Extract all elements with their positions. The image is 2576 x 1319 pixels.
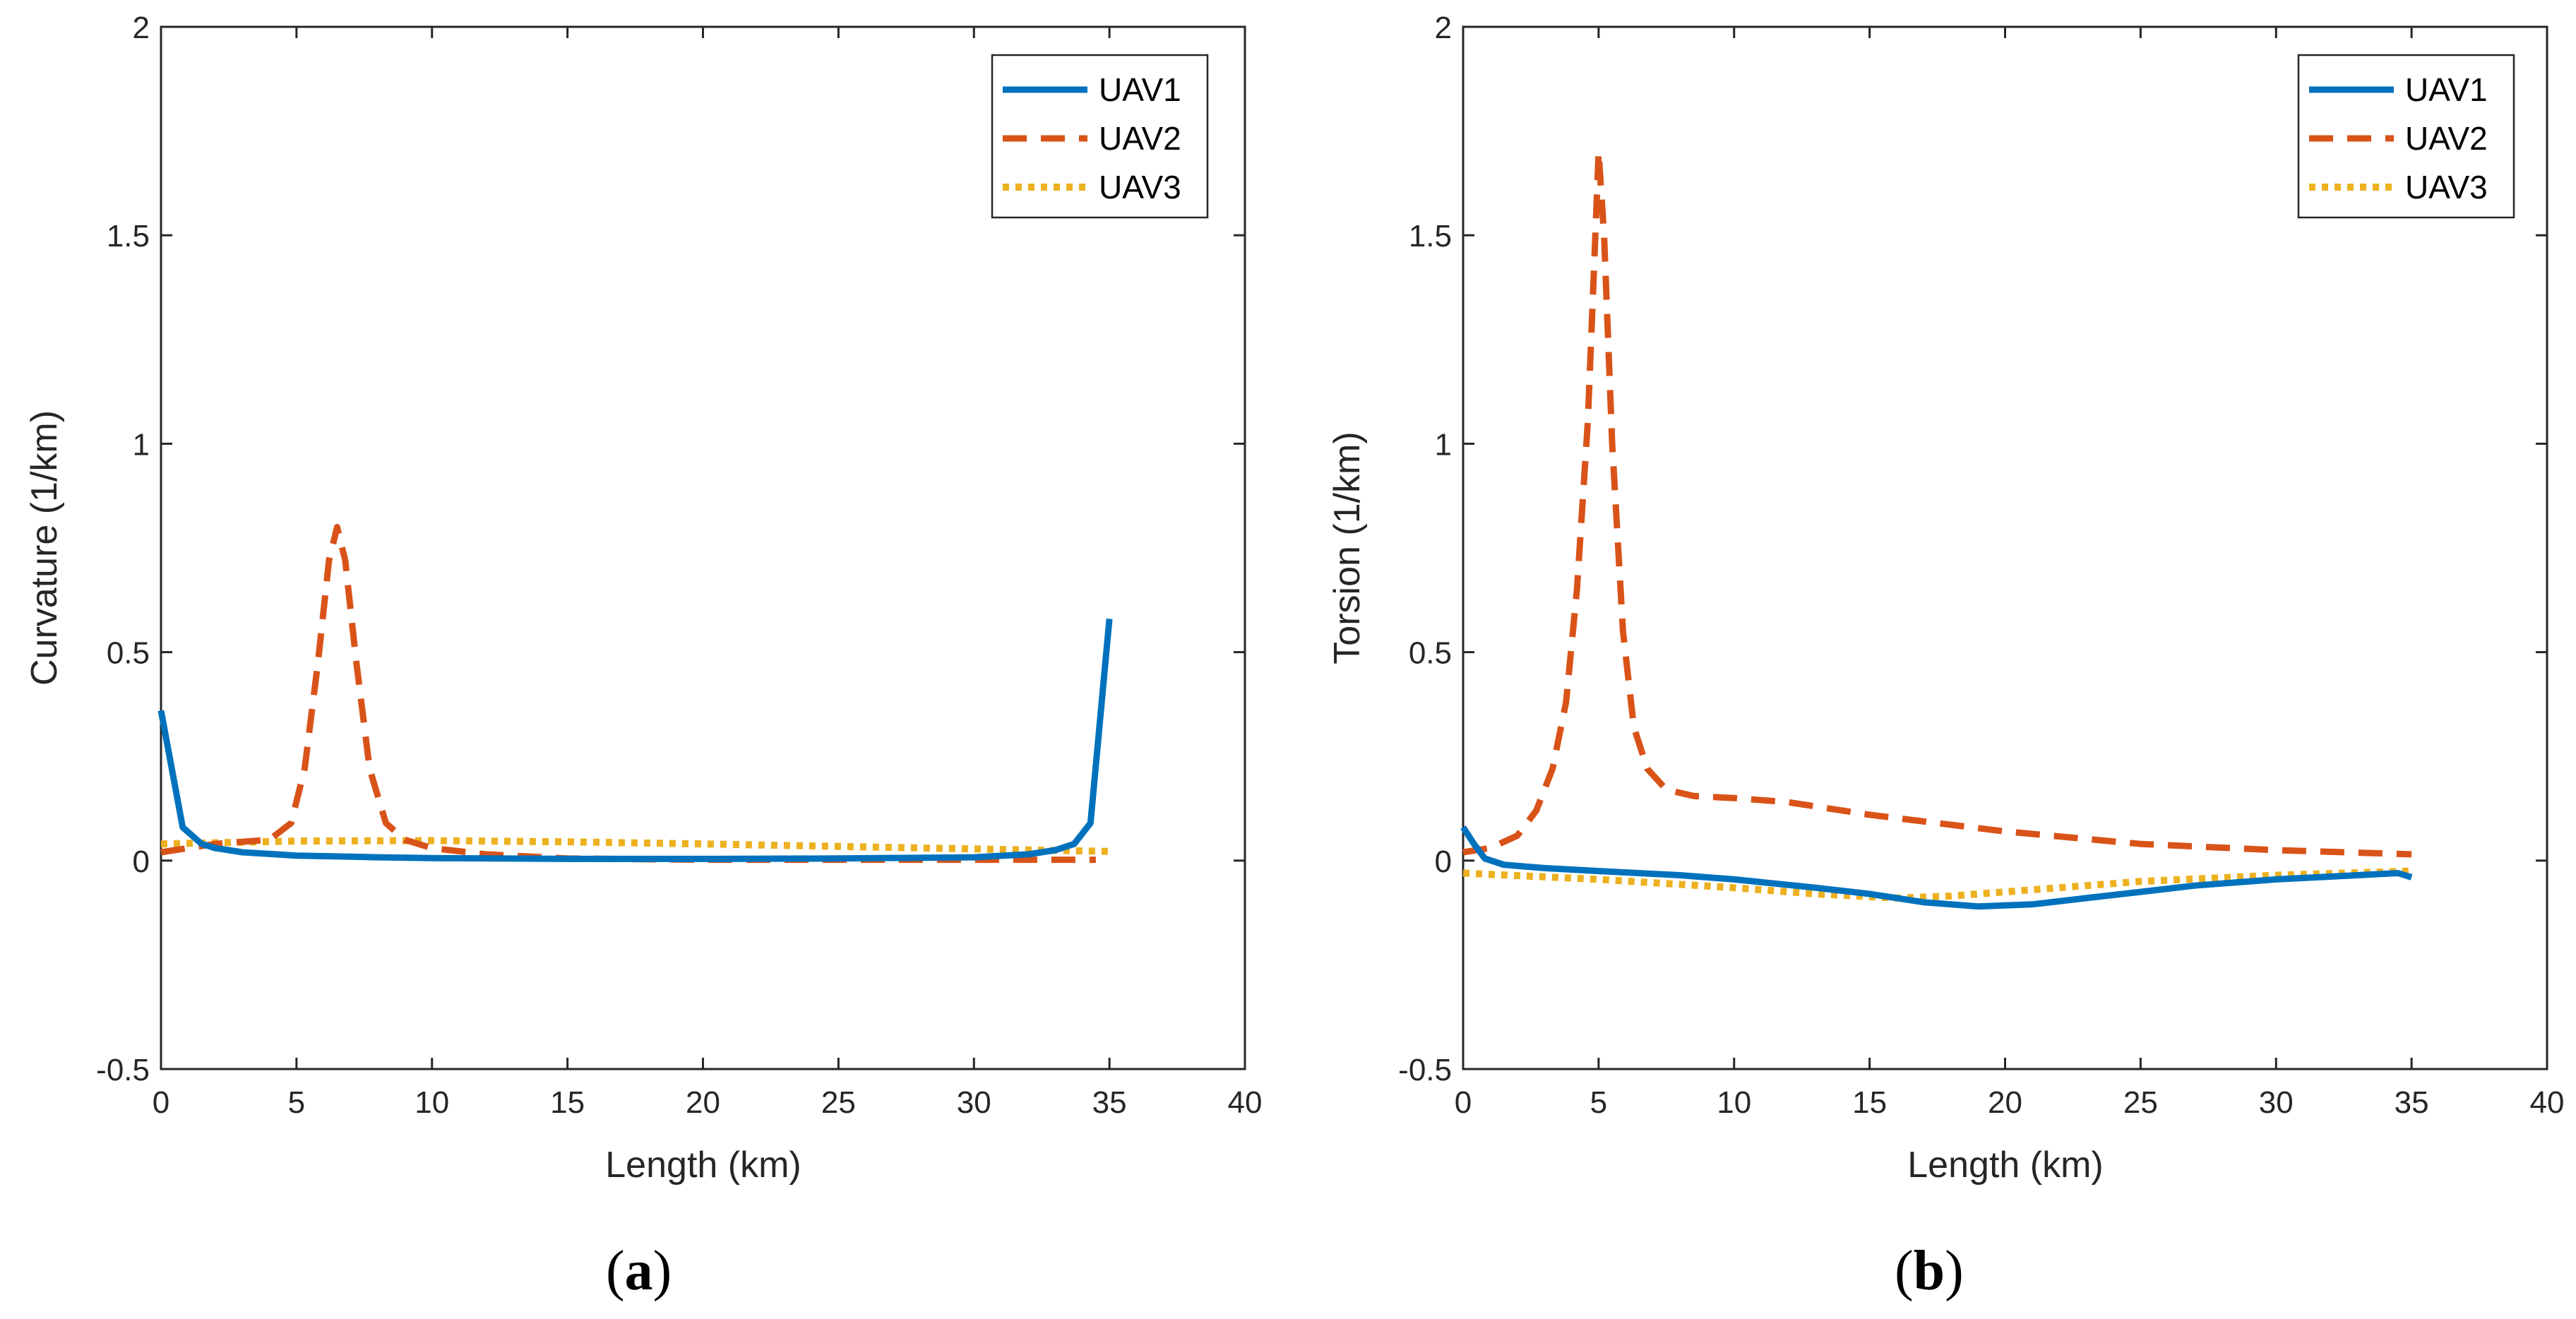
panel-b-ytick-1: 0 (1435, 844, 1452, 879)
panel-b-y-axis-title: Torsion (1/km) (1327, 431, 1368, 664)
panel-b-ytick-4: 1.5 (1409, 219, 1452, 253)
panel-a-y-ticks: -0.5 0 0.5 1 1.5 2 (96, 11, 150, 1087)
panel-b-ytick-2: 0.5 (1409, 636, 1452, 671)
panel-b-xtick-4: 20 (1988, 1085, 2022, 1120)
panel-a-ytick-1: 0 (133, 844, 150, 879)
panel-b-xtick-6: 30 (2259, 1085, 2294, 1120)
panel-a-series (157, 524, 1113, 864)
panel-a-xtick-7: 35 (1092, 1085, 1127, 1120)
panel-b-x-ticks: 0 5 10 15 20 25 30 35 40 (1455, 1085, 2565, 1120)
panel-a-xtick-0: 0 (153, 1085, 169, 1120)
panel-a-legend-label-uav2: UAV2 (1099, 120, 1181, 157)
panel-a: 0 5 10 15 20 25 30 35 40 -0.5 0 0.5 1 1.… (24, 11, 1262, 1302)
panel-a-xtick-5: 25 (821, 1085, 856, 1120)
panel-a-legend: UAV1 UAV2 UAV3 (991, 54, 1209, 219)
panel-a-series-uav1 (157, 618, 1113, 862)
panel-a-legend-label-uav1: UAV1 (1099, 71, 1181, 108)
panel-b-series-uav3 (1462, 867, 2412, 902)
panel-a-ytick-4: 1.5 (107, 219, 150, 253)
panel-a-ytick-0: -0.5 (96, 1053, 150, 1087)
panel-b-series-uav2 (1462, 148, 2412, 858)
panel-b-legend-label-uav2: UAV2 (2405, 120, 2488, 157)
panel-a-legend-box (991, 54, 1209, 219)
panel-b-xtick-3: 15 (1852, 1085, 1887, 1120)
panel-a-xtick-6: 30 (957, 1085, 991, 1120)
panel-a-ytick-2: 0.5 (107, 636, 150, 671)
panel-b-xtick-5: 25 (2123, 1085, 2158, 1120)
panel-b: 0 5 10 15 20 25 30 35 40 -0.5 0 0.5 1 1.… (1327, 11, 2564, 1302)
panel-b-legend-label-uav1: UAV1 (2405, 71, 2488, 108)
panel-a-series-uav3 (160, 837, 1110, 855)
panel-b-series (1460, 148, 2413, 910)
panel-b-xtick-2: 10 (1717, 1085, 1751, 1120)
panel-a-legend-label-uav3: UAV3 (1099, 169, 1181, 205)
panel-b-ytick-3: 1 (1435, 427, 1452, 462)
panel-a-ytick-3: 1 (133, 427, 150, 462)
panel-b-legend: UAV1 UAV2 UAV3 (2297, 54, 2515, 219)
panel-a-label: (a) (606, 1240, 672, 1302)
panel-a-label-letter: a (625, 1240, 653, 1302)
panel-b-xtick-8: 40 (2530, 1085, 2565, 1120)
panel-b-legend-label-uav3: UAV3 (2405, 169, 2488, 205)
panel-a-xtick-8: 40 (1228, 1085, 1263, 1120)
panel-b-ytick-0: -0.5 (1398, 1053, 1452, 1087)
panel-b-y-ticks: -0.5 0 0.5 1 1.5 2 (1398, 11, 1452, 1087)
panel-b-label-letter: b (1914, 1240, 1945, 1302)
panel-b-label: (b) (1895, 1240, 1964, 1302)
panel-a-x-axis-title: Length (km) (605, 1145, 801, 1186)
panel-a-xtick-2: 10 (415, 1085, 449, 1120)
panel-a-xtick-1: 5 (288, 1085, 305, 1120)
panel-a-ytick-5: 2 (133, 11, 150, 45)
panel-b-xtick-0: 0 (1455, 1085, 1472, 1120)
panel-b-series-uav1 (1460, 825, 2413, 910)
panel-a-xtick-3: 15 (550, 1085, 585, 1120)
panel-a-x-ticks: 0 5 10 15 20 25 30 35 40 (153, 1085, 1263, 1120)
panel-b-ytick-5: 2 (1435, 11, 1452, 45)
panel-b-x-axis-title: Length (km) (1907, 1145, 2103, 1186)
panel-b-xtick-7: 35 (2395, 1085, 2429, 1120)
panel-a-y-axis-title: Curvature (1/km) (24, 410, 65, 686)
panel-b-legend-box (2297, 54, 2515, 219)
panel-b-xtick-1: 5 (1590, 1085, 1607, 1120)
panel-a-xtick-4: 20 (686, 1085, 720, 1120)
